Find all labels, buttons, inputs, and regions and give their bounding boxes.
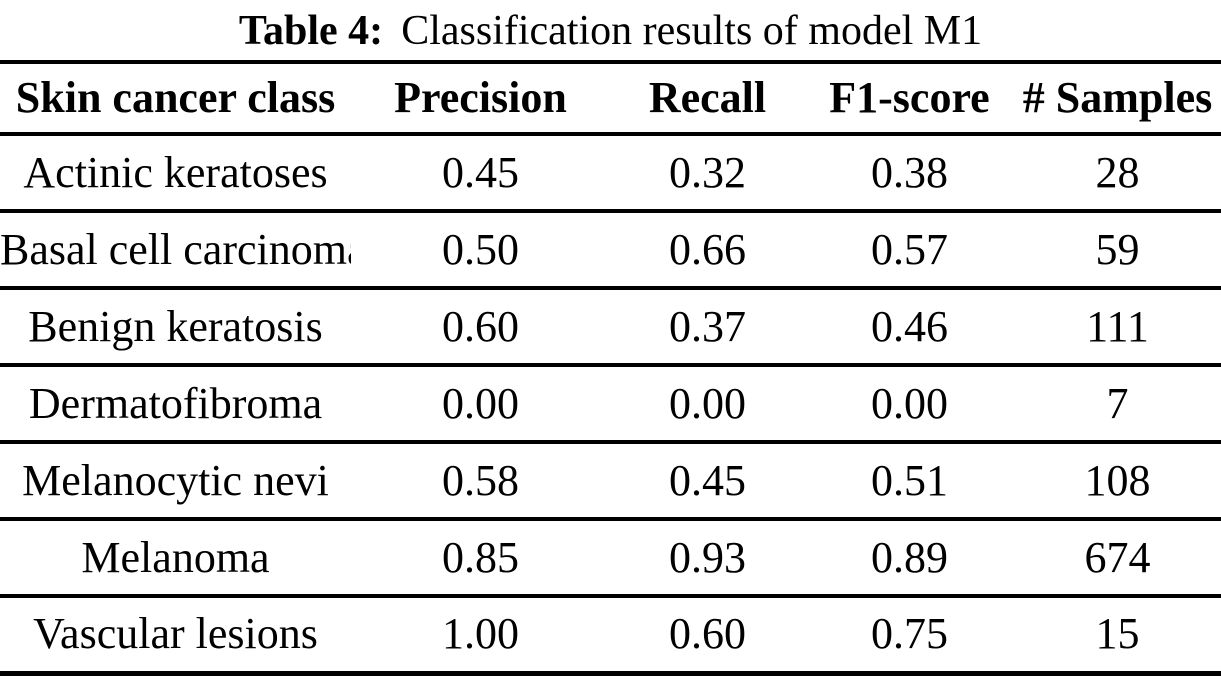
precision-cell: 0.50 bbox=[442, 224, 519, 274]
caption-label: Table 4: bbox=[238, 8, 384, 54]
recall-cell: 0.37 bbox=[669, 301, 746, 351]
recall-cell: 0.60 bbox=[669, 609, 746, 659]
precision-cell: 0.00 bbox=[442, 378, 519, 428]
column-header-samples: # Samples bbox=[1022, 73, 1213, 122]
column-header-f1-score: F1-score bbox=[829, 73, 990, 122]
samples-cell: 111 bbox=[1086, 301, 1149, 351]
recall-cell: 0.45 bbox=[669, 455, 746, 505]
f1-score-cell: 0.51 bbox=[871, 455, 948, 505]
recall-cell: 0.00 bbox=[669, 378, 746, 428]
precision-cell: 0.85 bbox=[442, 532, 519, 582]
recall-cell: 0.66 bbox=[669, 224, 746, 274]
table-row-melanoma: Melanoma 0.85 0.93 0.89 674 bbox=[0, 519, 1221, 596]
table-row-basal-cell-carcinoma: Basal cell carcinoma 0.50 0.66 0.57 59 bbox=[0, 211, 1221, 288]
f1-score-cell: 0.38 bbox=[871, 147, 948, 197]
column-header-recall: Recall bbox=[648, 73, 767, 122]
samples-cell: 7 bbox=[1106, 378, 1129, 428]
header-row: Skin cancer class Precision Recall F1-sc… bbox=[0, 62, 1221, 134]
table-row-benign-keratosis: Benign keratosis 0.60 0.37 0.46 111 bbox=[0, 288, 1221, 365]
class-name-cell: Actinic keratoses bbox=[23, 147, 328, 197]
precision-cell: 0.45 bbox=[442, 147, 519, 197]
table-row-melanocytic-nevi: Melanocytic nevi 0.58 0.45 0.51 108 bbox=[0, 442, 1221, 519]
f1-score-cell: 0.75 bbox=[871, 609, 948, 659]
samples-cell: 674 bbox=[1084, 532, 1151, 582]
table-row-actinic-keratoses: Actinic keratoses 0.45 0.32 0.38 28 bbox=[0, 134, 1221, 211]
recall-cell: 0.93 bbox=[669, 532, 746, 582]
class-name-cell: Benign keratosis bbox=[28, 301, 323, 351]
precision-cell: 0.58 bbox=[442, 455, 519, 505]
table-row-dermatofibroma: Dermatofibroma 0.00 0.00 0.00 7 bbox=[0, 365, 1221, 442]
precision-cell: 0.60 bbox=[442, 301, 519, 351]
f1-score-cell: 0.57 bbox=[871, 224, 948, 274]
classification-results-table: Skin cancer class Precision Recall F1-sc… bbox=[0, 60, 1221, 676]
column-header-precision: Precision bbox=[394, 73, 567, 122]
samples-cell: 15 bbox=[1095, 609, 1140, 659]
f1-score-cell: 0.00 bbox=[871, 378, 948, 428]
samples-cell: 108 bbox=[1084, 455, 1151, 505]
class-name-cell: Dermatofibroma bbox=[28, 378, 323, 428]
samples-cell: 28 bbox=[1095, 147, 1140, 197]
class-name-cell: Vascular lesions bbox=[33, 609, 318, 659]
recall-cell: 0.32 bbox=[669, 147, 746, 197]
class-name-cell: Melanoma bbox=[81, 532, 270, 582]
precision-cell: 1.00 bbox=[442, 609, 519, 659]
column-header-skin-cancer-class: Skin cancer class bbox=[15, 73, 336, 122]
f1-score-cell: 0.46 bbox=[871, 301, 948, 351]
f1-score-cell: 0.89 bbox=[871, 532, 948, 582]
caption-text: Classification results of model M1 bbox=[401, 8, 983, 54]
table-row-vascular-lesions: Vascular lesions 1.00 0.60 0.75 15 bbox=[0, 596, 1221, 673]
table-caption: Table 4: Classification results of model… bbox=[0, 0, 1221, 60]
class-name-cell: Basal cell carcinoma bbox=[0, 224, 351, 274]
class-name-cell: Melanocytic nevi bbox=[22, 455, 329, 505]
samples-cell: 59 bbox=[1095, 224, 1140, 274]
